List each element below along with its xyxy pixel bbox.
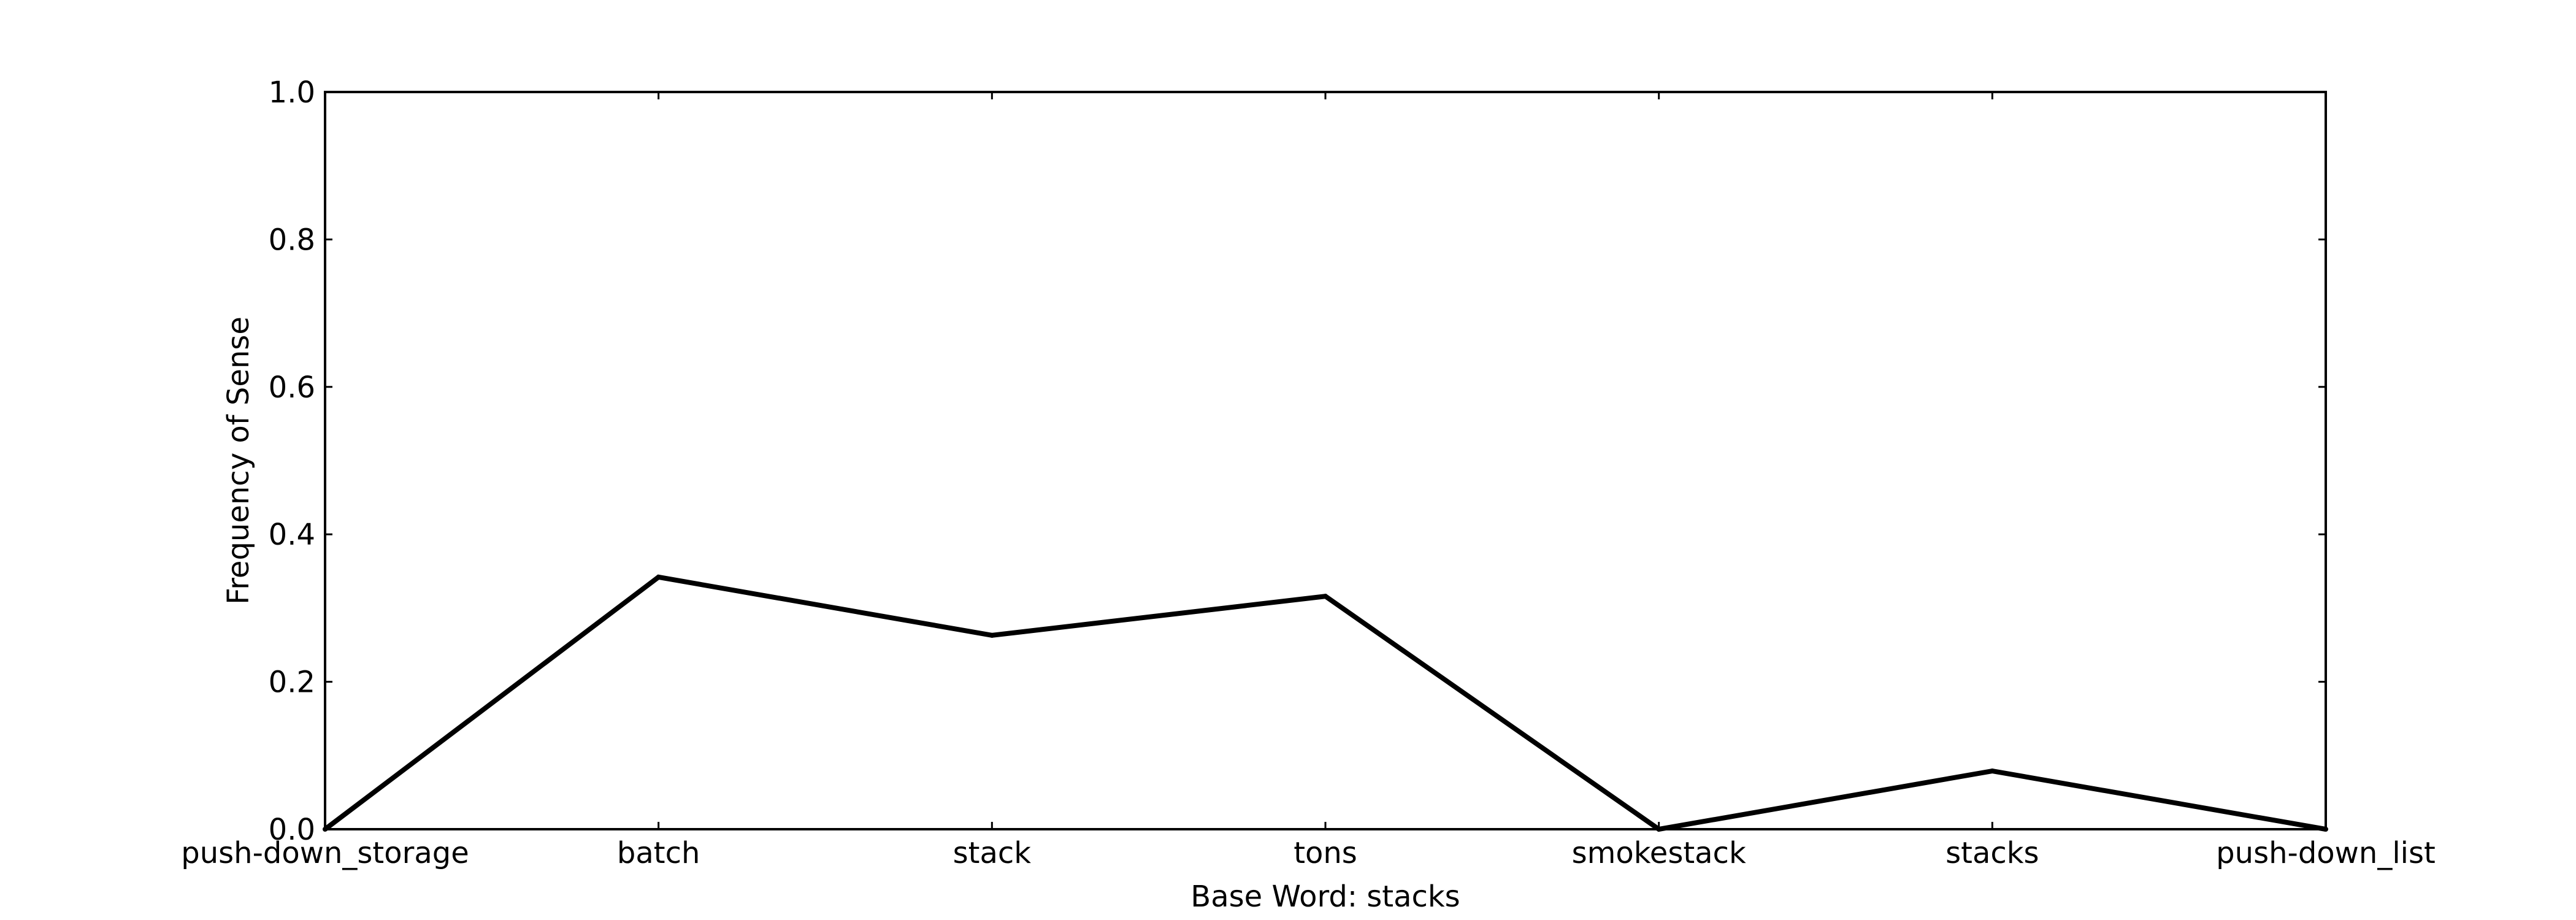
- data-point: [323, 827, 328, 832]
- x-tick-label: push-down_storage: [181, 836, 469, 870]
- x-tick-label: push-down_list: [2216, 836, 2436, 870]
- data-point: [2323, 827, 2328, 832]
- x-tick-label: stacks: [1945, 836, 2039, 870]
- data-point: [1990, 769, 1995, 774]
- x-tick-labels: push-down_storage batch stack tons smokestac…: [181, 836, 2436, 870]
- y-tick-label: 0.4: [269, 518, 315, 552]
- data-point: [1656, 827, 1662, 832]
- tick-marks: [324, 91, 2327, 830]
- x-tick-label: tons: [1294, 836, 1357, 870]
- x-axis-label: Base Word: stacks: [1190, 880, 1460, 914]
- data-point: [656, 574, 661, 580]
- series-layer: [323, 574, 2328, 832]
- y-tick-label: 1.0: [269, 75, 315, 110]
- y-tick-label: 0.2: [269, 665, 315, 700]
- y-tick-label: 0.8: [269, 223, 315, 257]
- x-tick-label: batch: [617, 836, 700, 870]
- data-point: [989, 632, 995, 638]
- y-tick-labels: 0.0 0.2 0.4 0.6 0.8 1.0: [269, 75, 315, 847]
- x-tick-label: stack: [953, 836, 1032, 870]
- plot-area: [324, 91, 2327, 830]
- y-tick-label: 0.6: [269, 370, 315, 405]
- series-line: [323, 574, 2326, 832]
- y-axis-label: Frequency of Sense: [221, 316, 256, 605]
- y-tick-label: 0.0: [269, 813, 315, 847]
- x-tick-label: smokestack: [1572, 836, 1746, 870]
- data-point: [1323, 594, 1328, 599]
